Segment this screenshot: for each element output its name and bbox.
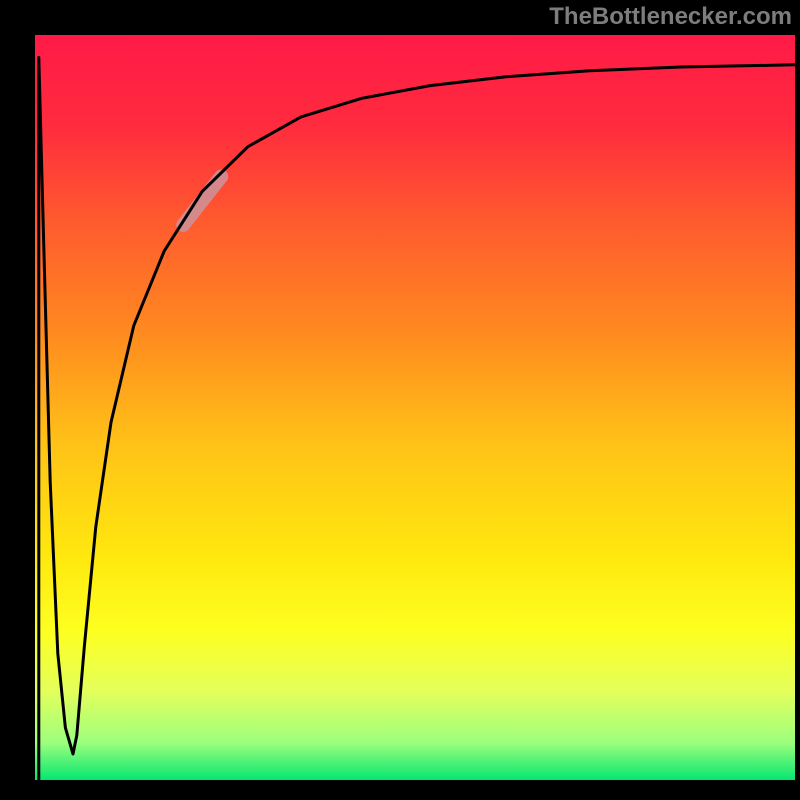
chart-stage: TheBottlenecker.com: [0, 0, 800, 800]
bottleneck-curve: [39, 57, 795, 780]
curve-layer: [0, 0, 800, 800]
curve-highlight: [183, 177, 221, 225]
